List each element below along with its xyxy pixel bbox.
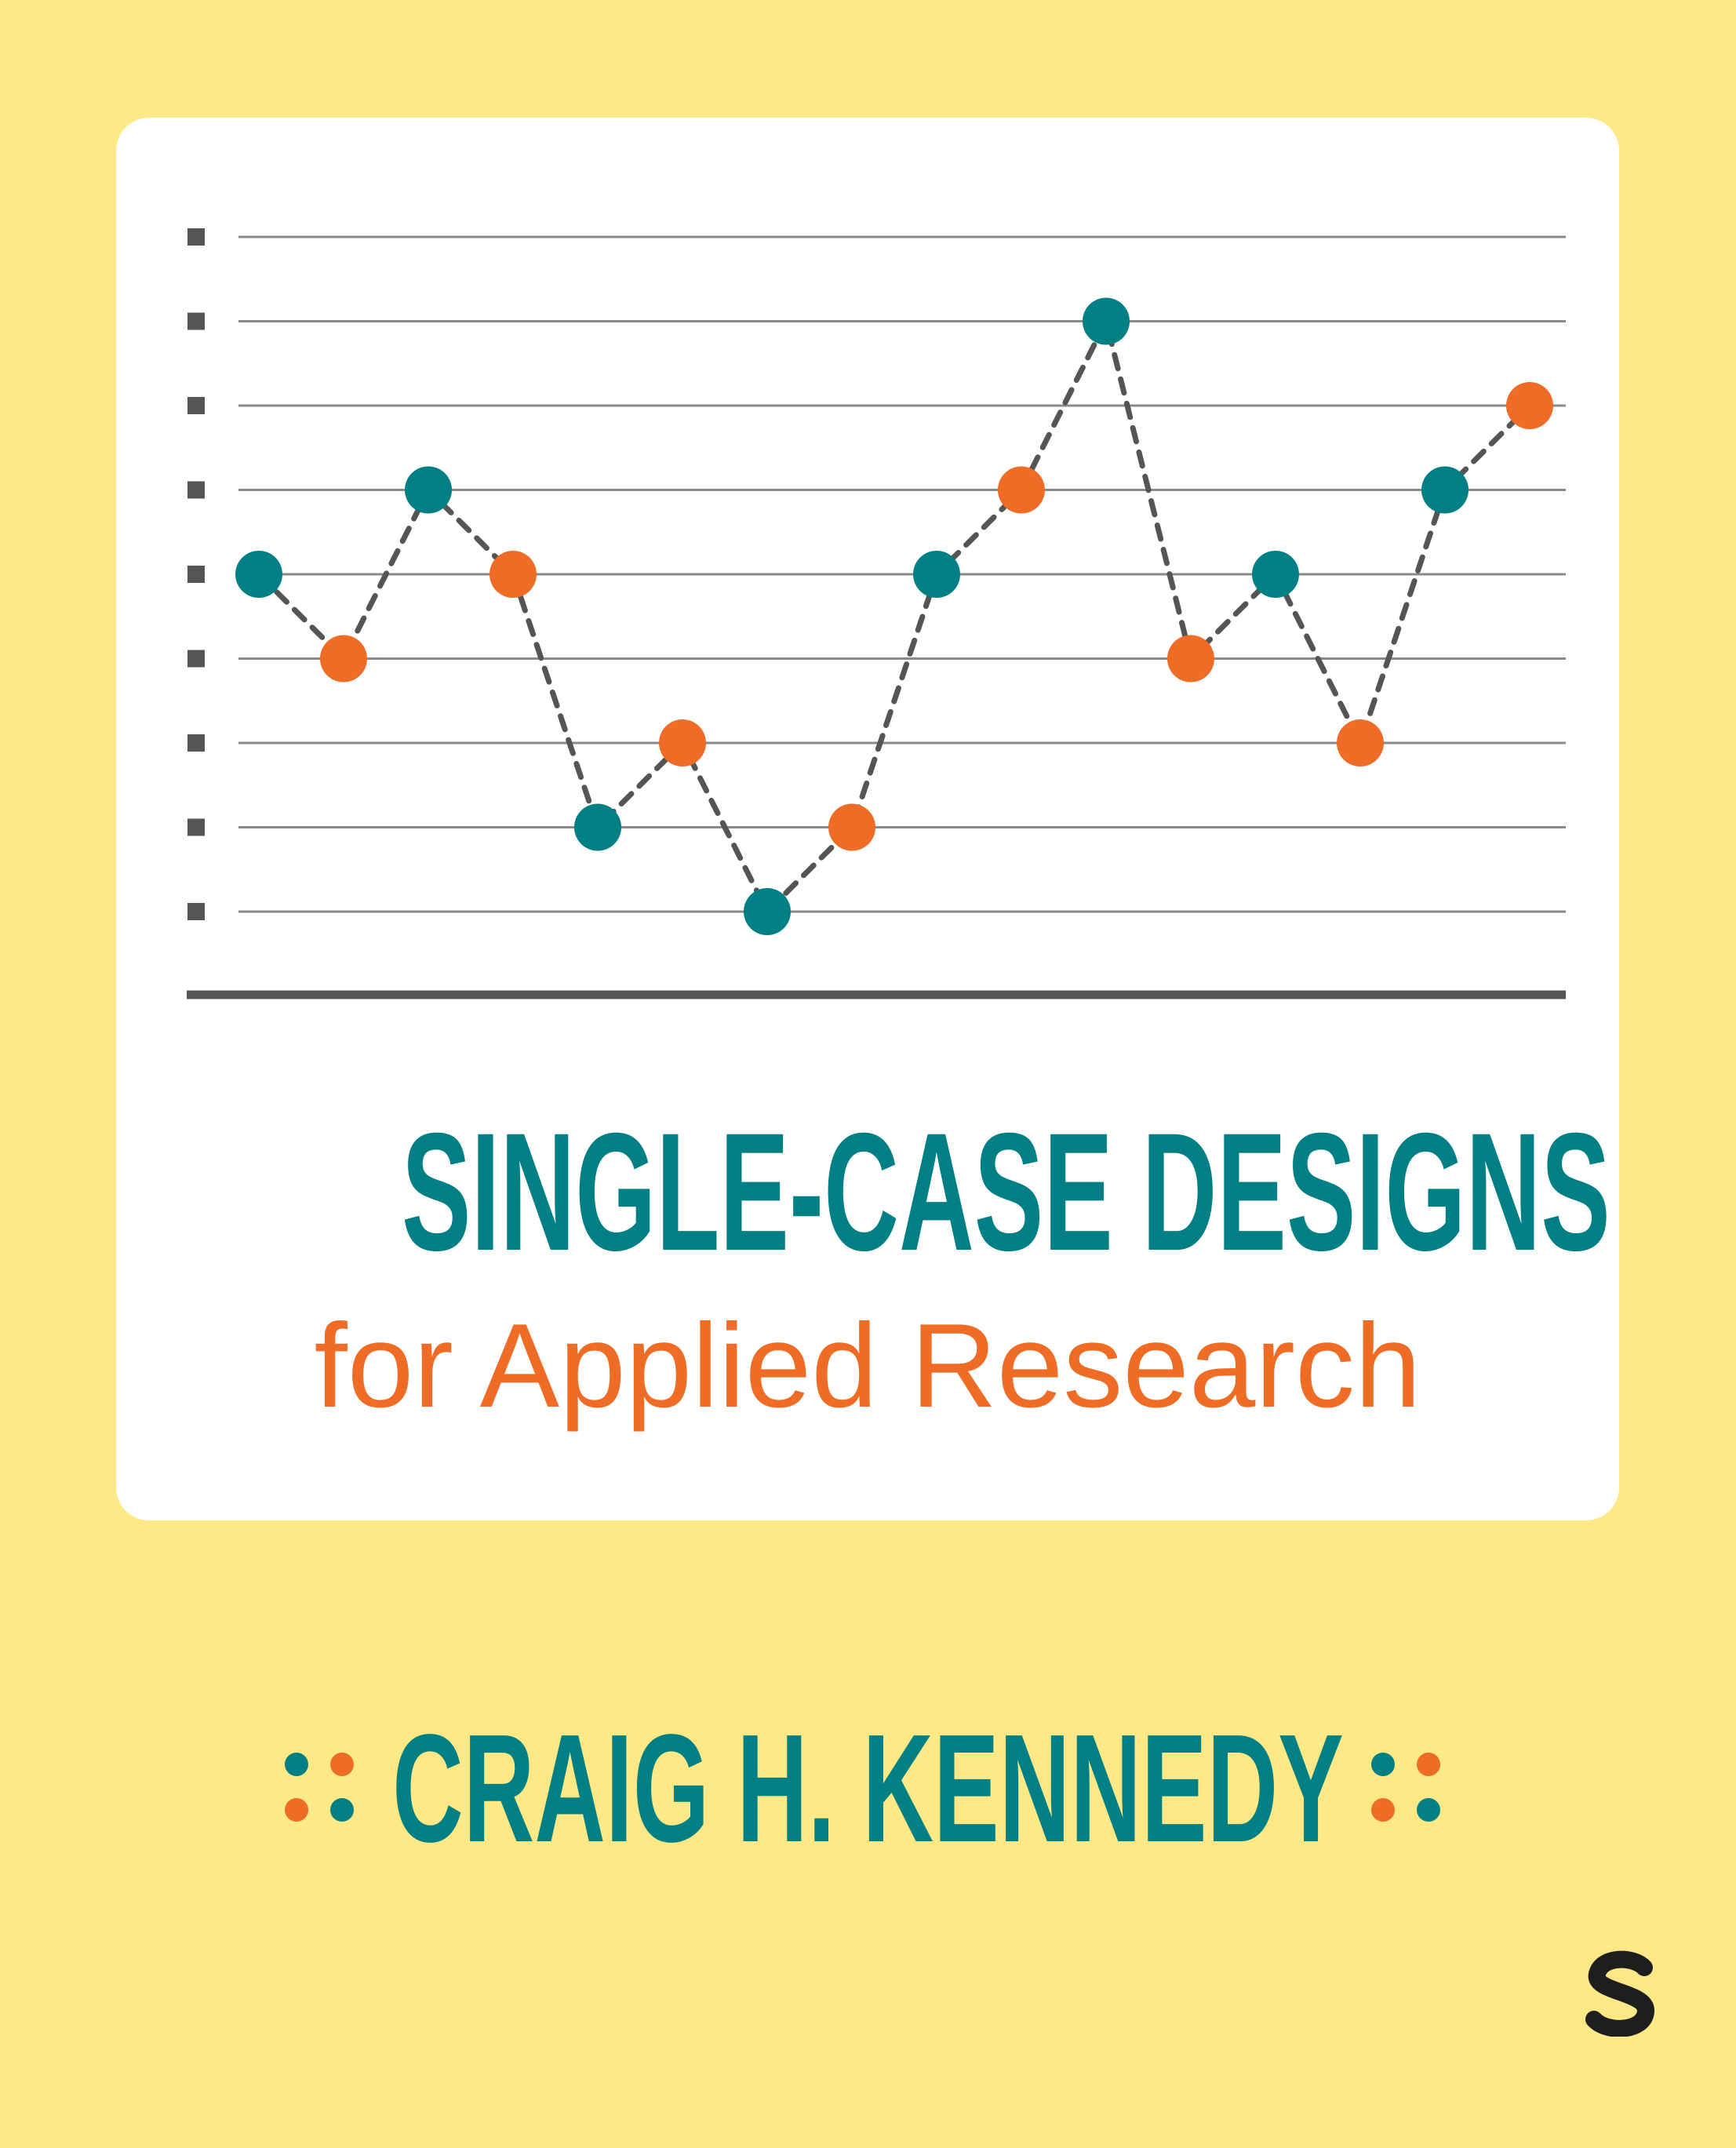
cover-card: SINGLE-CASE DESIGNS for Applied Research <box>116 118 1619 1520</box>
book-title: SINGLE-CASE DESIGNS <box>402 1098 1610 1286</box>
tick-mark <box>187 397 205 414</box>
series-line <box>256 319 1533 915</box>
data-point-orange <box>998 466 1045 514</box>
data-point-teal <box>1421 466 1469 514</box>
data-point-orange <box>659 719 706 766</box>
ornament-dot <box>1417 1798 1440 1822</box>
data-point-orange <box>320 635 367 683</box>
ornament-dot <box>285 1753 308 1776</box>
tick-mark <box>187 734 205 752</box>
ornament-dot <box>1371 1798 1395 1822</box>
tick-mark <box>187 650 205 668</box>
data-point-teal <box>1083 297 1130 345</box>
line-chart <box>187 228 1566 999</box>
data-point-orange <box>1167 635 1214 683</box>
data-point-orange <box>828 803 875 851</box>
author-name: CRAIG H. KENNEDY <box>392 1702 1344 1874</box>
ornament-dot <box>1417 1753 1440 1776</box>
tick-mark <box>187 566 205 583</box>
ornament-dot <box>330 1798 354 1822</box>
tick-mark <box>187 818 205 836</box>
tick-mark <box>187 481 205 499</box>
ornament-dot <box>330 1753 354 1776</box>
data-point-teal <box>1252 551 1299 598</box>
publisher-logo <box>1585 1950 1654 2037</box>
data-point-orange <box>1506 382 1553 429</box>
data-point-teal <box>405 466 452 514</box>
tick-mark <box>187 903 205 920</box>
data-point-teal <box>574 803 621 851</box>
tick-mark <box>187 312 205 330</box>
author-row: CRAIG H. KENNEDY <box>0 1702 1736 1875</box>
data-point-orange <box>1337 719 1384 766</box>
ornament-dot <box>285 1798 308 1822</box>
left-dots-ornament <box>285 1753 355 1823</box>
data-point-teal <box>913 551 960 598</box>
right-dots-ornament <box>1371 1753 1442 1823</box>
tick-mark <box>187 228 205 246</box>
ornament-dot <box>1371 1753 1395 1776</box>
data-point-teal <box>235 551 282 598</box>
data-point-teal <box>744 888 791 935</box>
book-subtitle: for Applied Research <box>314 1299 1421 1433</box>
data-point-orange <box>490 551 537 598</box>
